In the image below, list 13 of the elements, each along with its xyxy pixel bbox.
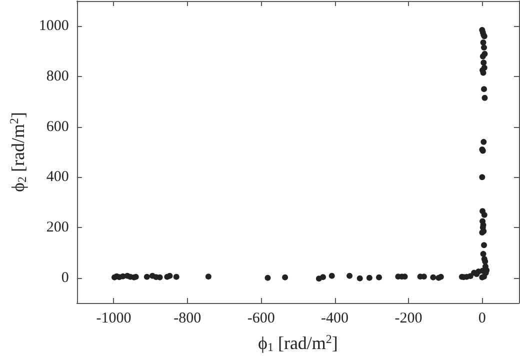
y-tick-label: 400 — [46, 169, 69, 186]
x-tick-label: -200 — [394, 310, 422, 326]
x-tick-label: -400 — [321, 310, 349, 326]
y-tick-label: 800 — [46, 68, 69, 84]
x-tick-label: 0 — [478, 310, 486, 326]
y-tick-label: 600 — [46, 118, 69, 135]
y-tick-label: 200 — [46, 220, 69, 236]
x-tick-label: -600 — [247, 310, 275, 326]
x-tick-label: -800 — [174, 310, 202, 326]
y-tick-label: 1000 — [38, 18, 69, 34]
y-tick-label: 0 — [61, 270, 69, 286]
y-axis-title: ϕ2 [rad/m2] — [7, 112, 29, 192]
x-tick-label: -1000 — [96, 310, 132, 326]
